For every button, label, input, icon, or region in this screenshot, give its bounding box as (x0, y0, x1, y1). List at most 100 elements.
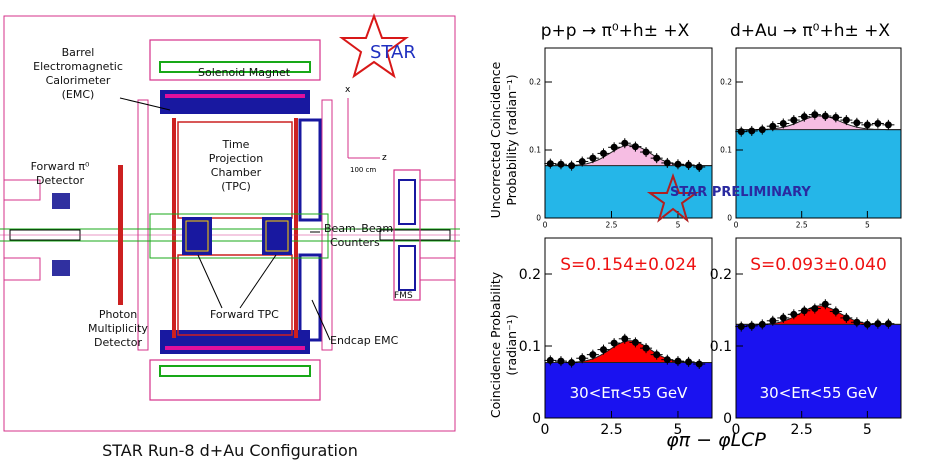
bemc-label-3: Calorimeter (46, 74, 111, 87)
data-point (832, 113, 840, 121)
pmd-label-1: Photon (99, 308, 137, 321)
y-tick-label: 0.1 (529, 146, 541, 155)
pmd-label-3: Detector (94, 336, 142, 349)
data-point (748, 322, 756, 330)
signal-annotation: S=0.093±0.040 (750, 255, 887, 275)
data-point (631, 338, 639, 346)
axis-indicator: x z 100 cm (345, 85, 387, 174)
data-point (610, 143, 618, 151)
y-tick-label: 0 (536, 214, 541, 223)
x-tick-label: 0 (732, 422, 741, 438)
x-tick-label: 2.5 (600, 422, 622, 438)
data-point (863, 121, 871, 129)
energy-label: 30<Eπ<55 GeV (760, 384, 878, 402)
data-point (821, 300, 829, 308)
star-logo-text: STAR (370, 42, 416, 63)
x-tick-label: 0 (543, 221, 548, 230)
star-detector-schematic: STAR x z 100 cm Solenoid Magnet Barrel E… (0, 13, 460, 460)
beam-pipe (0, 228, 460, 242)
bemc-label-2: Electromagnetic (33, 60, 123, 73)
data-point (790, 310, 798, 318)
y-tick-label: 0.1 (519, 339, 541, 355)
y-tick-label: 0.2 (519, 267, 541, 283)
data-point (674, 160, 682, 168)
tpc-box (172, 118, 322, 342)
panel-bottom-right: 0 0.1 0.2 0 2.5 5 S=0.093±0.040 30<Eπ<55 GeV (710, 237, 902, 438)
ylabel-top-line2: Probability (radian⁻¹) (504, 74, 519, 205)
pedestal-fill (736, 129, 901, 218)
pedestal-fill (736, 324, 901, 418)
fpd-label-2: Detector (36, 174, 84, 187)
x-tick-label: 5 (865, 221, 870, 230)
data-point (800, 307, 808, 315)
panel-top-right: 0 0.1 0.2 0 2.5 5 (720, 47, 902, 230)
data-point (737, 323, 745, 331)
peak-fill (736, 305, 901, 325)
y-tick-label: 0.2 (710, 267, 732, 283)
data-point (821, 112, 829, 120)
x-tick-label: 2.5 (606, 221, 618, 230)
peak-fill (736, 115, 901, 130)
data-point (557, 357, 565, 365)
ylabel-bottom-line2: (radian⁻¹) (504, 314, 519, 375)
peak-fill (545, 145, 712, 166)
ylabel-bottom-line1: Coincidence Probability (488, 271, 503, 418)
data-point (832, 307, 840, 315)
solenoid-label: Solenoid Magnet (198, 66, 291, 79)
panel-bottom-left: 0 0.1 0.2 0 2.5 5 S=0.154±0.024 30<Eπ<55 GeV (519, 237, 713, 438)
data-point (621, 139, 629, 147)
pmd-label-2: Multiplicity (88, 322, 148, 335)
data-point (642, 344, 650, 352)
data-point (600, 149, 608, 157)
data-point (790, 116, 798, 124)
data-point (758, 320, 766, 328)
data-point (811, 111, 819, 119)
x-tick-label: 5 (863, 422, 872, 438)
fms-label: FMS (394, 291, 413, 301)
data-point (589, 351, 597, 359)
bbc-label-2: Counters (330, 236, 380, 249)
axis-z-label: z (382, 153, 387, 163)
scale-label: 100 cm (350, 166, 376, 174)
data-point (568, 162, 576, 170)
y-tick-label: 0.1 (710, 339, 732, 355)
data-point (811, 305, 819, 313)
panel-frame (735, 237, 902, 419)
panel-frame (544, 47, 713, 219)
data-point (631, 143, 639, 151)
data-point (769, 122, 777, 130)
bemc-label-4: (EMC) (62, 88, 95, 101)
panel-frame (735, 47, 902, 219)
plot-panels: 0 0.1 0.2 0 2.5 5 0 0.1 0.2 0 2.5 5 0 0.1 0.2 0 2.5 5 S=0.… (519, 47, 902, 438)
y-tick-label: 0 (532, 411, 541, 427)
ftpc-label: Forward TPC (210, 308, 279, 321)
data-point (653, 154, 661, 162)
data-point (685, 161, 693, 169)
x-axis-label: φπ − φLCP (666, 429, 766, 451)
eemc-label: Endcap EMC (330, 334, 399, 347)
ylabel-top-line1: Uncorrected Coincidence (488, 61, 503, 218)
preliminary-stamp: STAR PRELIMINARY (646, 172, 811, 223)
y-tick-label: 0 (723, 411, 732, 427)
star-logo: STAR (338, 13, 416, 79)
y-tick-label: 0.2 (720, 78, 732, 87)
data-point (557, 160, 565, 168)
data-point (884, 320, 892, 328)
fpd-label-1: Forward π⁰ (31, 160, 90, 173)
data-point (600, 346, 608, 354)
data-point (779, 119, 787, 127)
data-point (546, 356, 554, 364)
signal-annotation: S=0.154±0.024 (560, 255, 697, 275)
axis-x-label: x (345, 85, 351, 95)
data-point (695, 360, 703, 368)
data-point (769, 317, 777, 325)
col-title-pp: p+p → π⁰+h± +X (541, 21, 690, 41)
data-point (621, 335, 629, 343)
fpd-modules (52, 193, 70, 276)
x-tick-label: 2.5 (796, 221, 808, 230)
x-tick-label: 2.5 (791, 422, 813, 438)
fms-detector (393, 169, 421, 301)
data-point (874, 119, 882, 127)
preliminary-text: STAR PRELIMINARY (670, 185, 811, 200)
data-point (578, 158, 586, 166)
